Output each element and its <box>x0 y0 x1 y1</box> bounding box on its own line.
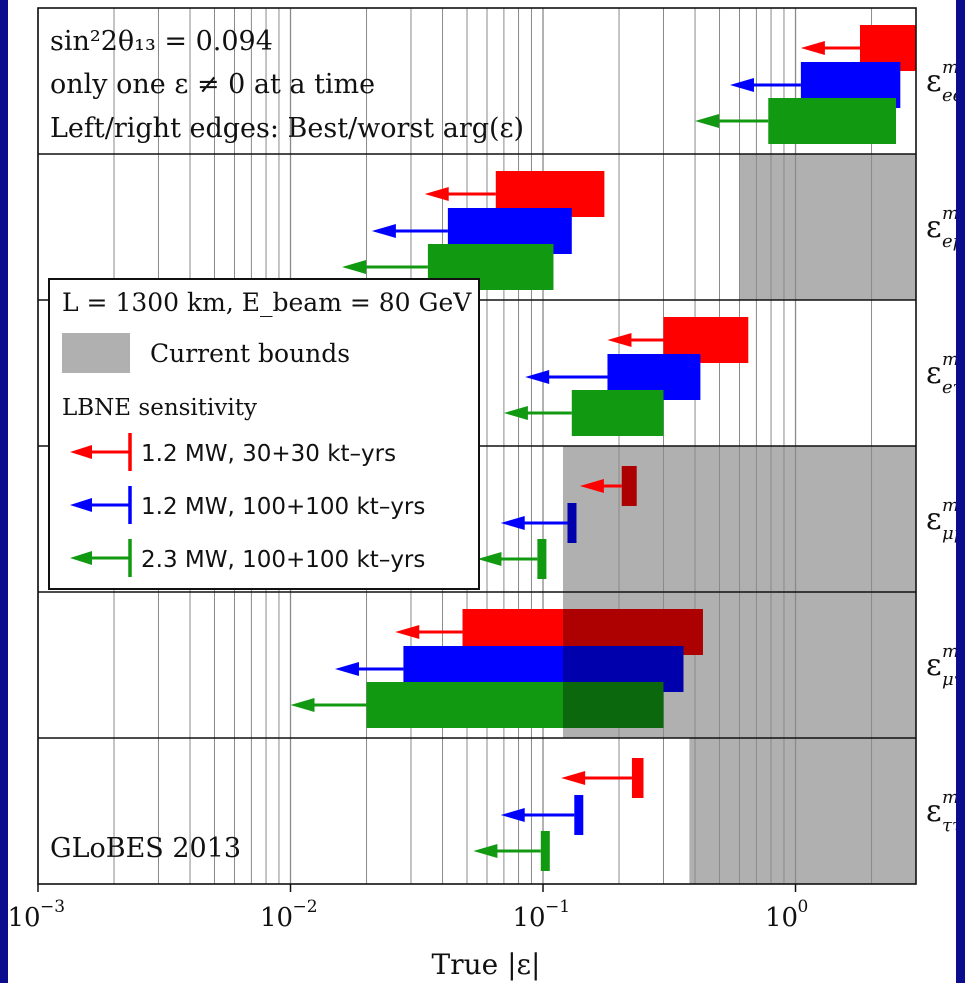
arrow-head-panel3-series0 <box>579 479 604 493</box>
arrow-head-panel5-series1 <box>500 808 525 822</box>
legend-label-1: 1.2 MW, 100+100 kt–yrs <box>141 494 425 520</box>
panel-label-sup-2: m <box>942 349 956 370</box>
plot-border <box>37 7 917 885</box>
arrow-head-panel2-series2 <box>503 406 528 420</box>
panel-label-sub-0: ee <box>942 85 956 106</box>
bar-panel2-series2 <box>571 390 664 436</box>
panel-label-sub-1: eμ <box>942 231 956 252</box>
x-tick-label-2: 10 <box>512 903 545 933</box>
x-tick-exp-1: −2 <box>293 897 318 917</box>
x-axis-ticks: 10 −3 10 −2 10 −1 10 0 <box>8 884 808 933</box>
arrow-head-panel0-series0 <box>800 41 825 55</box>
legend-title: L = 1300 km, E_beam = 80 GeV <box>62 288 472 317</box>
bar-overlap-panel4-series2 <box>563 682 664 728</box>
arrow-head-panel1-series1 <box>371 224 396 238</box>
figure-frame: εmeeεmeμεmeτεmμμεmμτεmττ sin²2θ₁₃ = 0.09… <box>8 0 956 983</box>
bounds-region-5 <box>689 738 916 884</box>
legend-entries: 1.2 MW, 30+30 kt–yrs 1.2 MW, 100+100 kt–y… <box>70 433 425 577</box>
arrow-head-panel5-series2 <box>473 844 498 858</box>
x-tick-label-3: 10 <box>765 903 798 933</box>
bar-overlap-panel3-series1 <box>567 503 577 543</box>
arrow-head-panel3-series1 <box>500 516 525 530</box>
panel-label-0: ε <box>926 64 942 99</box>
x-tick-label-0: 10 <box>8 903 41 933</box>
chart-svg: εmeeεmeμεmeτεmμμεmμτεmττ sin²2θ₁₃ = 0.09… <box>8 7 956 981</box>
one-at-a-time-annotation: only one ε ≠ 0 at a time <box>50 69 375 100</box>
edges-annotation: Left/right edges: Best/worst arg(ε) <box>50 113 524 144</box>
panel-label-1: ε <box>926 210 942 245</box>
arrow-head-panel3-series2 <box>477 552 502 566</box>
bar-panel3-series2 <box>537 539 547 579</box>
arrow-head-panel2-series0 <box>607 333 632 347</box>
bar-panel4-series2 <box>366 682 564 728</box>
legend-bounds-label: Current bounds <box>150 339 350 368</box>
panel-label-sup-4: m <box>942 641 956 662</box>
panel-label-sup-3: m <box>942 495 956 516</box>
bar-panel5-series2 <box>540 831 550 871</box>
legend-arrow-head-0 <box>70 445 92 459</box>
credit-annotation: GLoBES 2013 <box>50 833 241 864</box>
legend-label-2: 2.3 MW, 100+100 kt–yrs <box>141 547 425 573</box>
panel-labels: εmeeεmeμεmeτεmμμεmμτεmττ <box>926 57 956 836</box>
arrow-head-panel5-series0 <box>561 771 586 785</box>
arrow-head-panel4-series2 <box>290 698 315 712</box>
bar-panel5-series1 <box>574 795 584 835</box>
legend-sensitivity-header: LBNE sensitivity <box>62 395 257 421</box>
legend-arrow-head-1 <box>70 498 92 512</box>
bar-overlap-panel3-series0 <box>621 466 637 506</box>
panel-label-sub-4: μτ <box>942 669 956 690</box>
arrow-head-panel2-series1 <box>525 370 550 384</box>
theta-annotation: sin²2θ₁₃ = 0.094 <box>50 26 273 57</box>
arrow-head-panel1-series0 <box>424 187 449 201</box>
sensitivity-bars <box>290 25 916 871</box>
legend-bounds-swatch <box>62 333 130 373</box>
bar-panel0-series2 <box>768 98 897 144</box>
legend-arrow-head-2 <box>70 551 92 565</box>
legend: L = 1300 km, E_beam = 80 GeV Current bou… <box>48 278 480 590</box>
arrow-head-panel0-series2 <box>695 114 720 128</box>
panel-label-sub-2: eτ <box>942 377 956 398</box>
panel-label-sub-5: ττ <box>942 815 956 836</box>
panel-label-sub-3: μμ <box>942 523 956 544</box>
panel-label-sup-0: m <box>942 57 956 78</box>
panel-label-2: ε <box>926 356 942 391</box>
bounds-region-1 <box>739 154 916 300</box>
arrow-head-panel0-series1 <box>729 78 754 92</box>
bar-panel5-series0 <box>631 758 644 798</box>
arrow-head-panel1-series2 <box>342 260 367 274</box>
panel-label-3: ε <box>926 502 942 537</box>
panel-label-4: ε <box>926 648 942 683</box>
panel-label-sup-5: m <box>942 787 956 808</box>
legend-box <box>48 278 480 590</box>
panel-label-sup-1: m <box>942 203 956 224</box>
panel-label-5: ε <box>926 794 942 829</box>
legend-label-0: 1.2 MW, 30+30 kt–yrs <box>141 441 396 467</box>
arrow-head-panel4-series1 <box>334 662 359 676</box>
x-tick-exp-0: −3 <box>40 897 65 917</box>
x-tick-exp-3: 0 <box>798 897 809 917</box>
x-tick-label-1: 10 <box>260 903 293 933</box>
x-axis-label: True |ε| <box>432 948 541 981</box>
x-tick-exp-2: −1 <box>545 897 570 917</box>
arrow-head-panel4-series0 <box>395 625 420 639</box>
